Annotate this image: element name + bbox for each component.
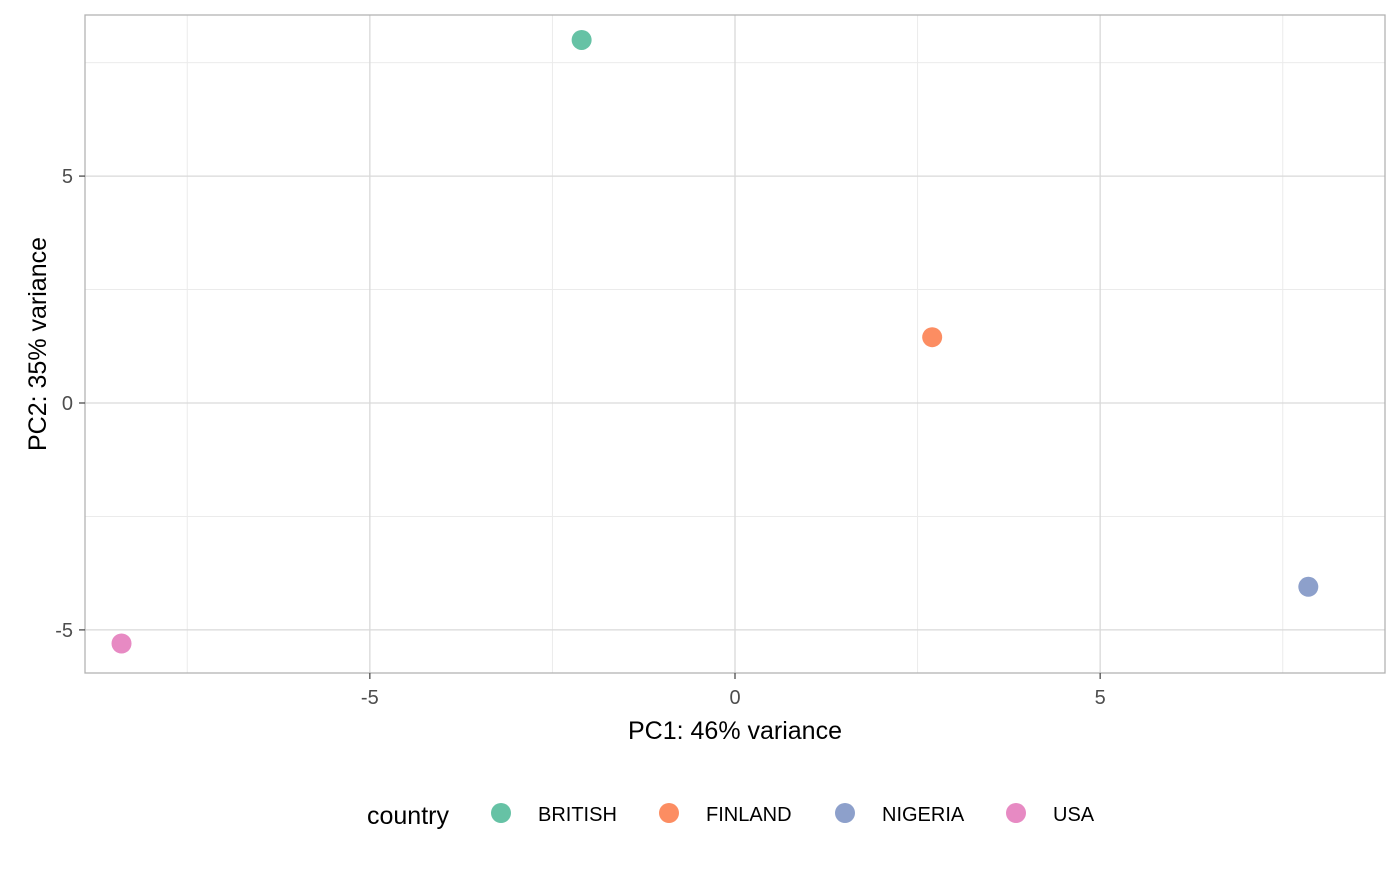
- data-points: [111, 29, 1319, 654]
- y-tick-label: 0: [62, 393, 73, 415]
- x-axis-ticks: -5 0 5: [361, 673, 1106, 709]
- y-axis-title: PC2: 35% variance: [24, 237, 52, 451]
- legend-label: FINLAND: [706, 804, 792, 826]
- legend-label: NIGERIA: [882, 804, 965, 826]
- legend: country BRITISH FINLAND NIGERIA USA: [367, 802, 1095, 830]
- legend-swatch: [491, 803, 511, 823]
- data-point-usa: [111, 633, 132, 654]
- legend-swatch: [659, 803, 679, 823]
- y-tick-label: 5: [62, 166, 73, 188]
- x-tick-label: -5: [361, 687, 379, 709]
- data-point-finland: [922, 327, 943, 348]
- legend-item-nigeria: NIGERIA: [835, 803, 965, 826]
- legend-item-british: BRITISH: [491, 803, 617, 826]
- legend-swatch: [1006, 803, 1026, 823]
- legend-item-finland: FINLAND: [659, 803, 792, 826]
- legend-swatch: [835, 803, 855, 823]
- legend-items: BRITISH FINLAND NIGERIA USA: [491, 803, 1095, 826]
- y-tick-label: -5: [55, 620, 73, 642]
- legend-label: BRITISH: [538, 804, 617, 826]
- x-axis-title: PC1: 46% variance: [628, 717, 842, 745]
- major-gridlines: [85, 15, 1385, 673]
- x-tick-label: 0: [729, 687, 740, 709]
- y-axis-ticks: -5 0 5: [55, 166, 85, 642]
- data-point-british: [571, 29, 592, 50]
- x-tick-label: 5: [1095, 687, 1106, 709]
- legend-title: country: [367, 802, 449, 830]
- legend-label: USA: [1053, 804, 1095, 826]
- legend-item-usa: USA: [1006, 803, 1095, 826]
- data-point-nigeria: [1298, 576, 1319, 597]
